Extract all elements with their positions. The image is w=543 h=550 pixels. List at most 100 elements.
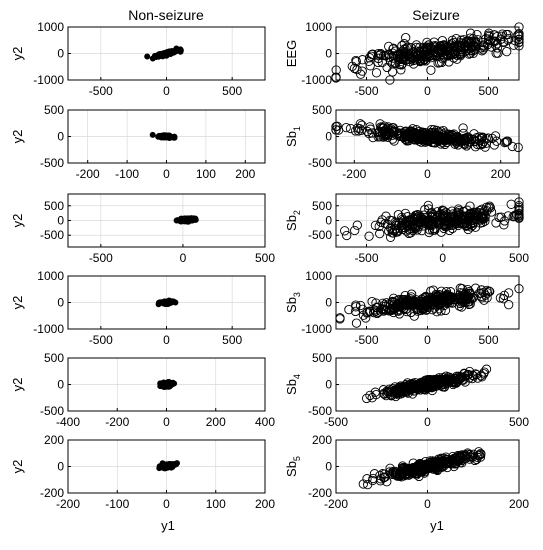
x-tick-label: -100 — [115, 167, 139, 181]
y-axis-label: Sb2 — [284, 210, 302, 231]
data-point — [465, 201, 475, 211]
y-axis-label-text: Sb — [284, 379, 299, 395]
data-point — [433, 45, 443, 55]
scatter-panel-2: -500 0 500 -1000 0 1000 EEG — [284, 20, 524, 98]
data-point — [351, 55, 361, 66]
y-axis-label: y2 — [10, 378, 25, 392]
data-point — [427, 225, 438, 235]
data-point — [442, 294, 453, 304]
data-point — [464, 212, 475, 222]
data-point — [421, 295, 432, 305]
data-point — [389, 126, 399, 136]
data-point — [434, 289, 444, 300]
y-axis-label-subscript: 3 — [292, 292, 302, 297]
data-points — [155, 297, 179, 308]
data-point — [499, 290, 509, 301]
data-point — [477, 204, 487, 214]
data-point — [474, 288, 484, 298]
y-axis-label-text: EEG — [284, 40, 299, 67]
data-point — [448, 220, 458, 230]
y-tick-label: 0 — [57, 460, 64, 474]
data-point — [413, 222, 423, 232]
data-point — [509, 40, 519, 50]
data-point — [422, 129, 432, 139]
x-tick-label: 0 — [424, 497, 431, 511]
data-point — [382, 62, 392, 73]
data-point — [452, 131, 463, 142]
x-tick-label: 500 — [509, 415, 529, 429]
data-point — [478, 45, 488, 55]
y-tick-label: 500 — [44, 103, 64, 117]
data-point — [449, 44, 459, 54]
data-point — [367, 296, 377, 307]
y-axis-label-text: y2 — [10, 130, 25, 144]
y-tick-label: 0 — [325, 460, 332, 474]
data-point — [443, 50, 453, 61]
data-point — [374, 50, 384, 61]
y-tick-label: 0 — [325, 47, 332, 61]
data-points — [173, 215, 199, 225]
data-point — [416, 134, 426, 144]
data-point — [437, 205, 448, 215]
y-tick-label: -1000 — [33, 73, 64, 87]
data-point — [476, 285, 487, 295]
y-axis-label-text: Sb — [284, 215, 299, 231]
data-point — [490, 131, 501, 141]
data-point — [427, 137, 437, 148]
scatter-panel-3: -200 -100 0 100 200 -500 0 500 y2 — [10, 103, 266, 181]
x-tick-label: 0 — [424, 333, 431, 347]
y-axis-label: y2 — [10, 460, 25, 474]
data-point — [432, 207, 443, 217]
data-point — [492, 43, 503, 53]
x-tick-label: -200 — [342, 167, 366, 181]
y-tick-label: 0 — [325, 378, 332, 392]
data-point — [451, 293, 462, 303]
data-point — [513, 30, 523, 40]
y-axis-label: y2 — [10, 214, 25, 228]
data-point — [367, 49, 377, 60]
data-point — [473, 35, 483, 45]
data-point — [444, 221, 454, 231]
data-point — [429, 47, 439, 57]
data-point — [381, 211, 391, 221]
y-tick-label: -500 — [308, 404, 332, 418]
y-tick-label: 200 — [312, 433, 332, 447]
y-tick-label: 1000 — [37, 20, 64, 34]
data-point — [465, 208, 475, 218]
data-point — [409, 311, 419, 321]
y-tick-label: 0 — [325, 214, 332, 228]
x-tick-label: -100 — [105, 497, 129, 511]
data-point — [458, 123, 468, 133]
data-point — [430, 211, 440, 222]
data-point — [426, 65, 436, 75]
data-point — [432, 210, 443, 221]
x-tick-label: 200 — [509, 497, 529, 511]
data-point — [397, 302, 407, 313]
data-point — [357, 304, 368, 314]
data-point — [427, 305, 438, 315]
data-point — [439, 52, 449, 62]
data-point — [419, 54, 429, 64]
data-point — [405, 57, 415, 67]
data-point — [440, 305, 451, 316]
y-axis-label-subscript: 5 — [292, 456, 302, 461]
data-point — [461, 288, 471, 298]
data-point — [429, 133, 440, 143]
x-tick-label: -500 — [89, 333, 113, 347]
data-point — [503, 211, 513, 221]
data-point — [424, 135, 434, 145]
data-point — [406, 289, 417, 299]
x-axis-label-right: y1 — [430, 518, 444, 533]
data-point — [411, 298, 421, 308]
y-axis-label: Sb1 — [284, 126, 302, 147]
data-point — [379, 121, 389, 131]
data-point — [364, 128, 374, 139]
x-tick-label: 500 — [222, 84, 242, 98]
data-point — [397, 41, 407, 51]
data-point — [513, 142, 523, 153]
data-point — [373, 127, 383, 138]
data-point — [446, 212, 457, 223]
